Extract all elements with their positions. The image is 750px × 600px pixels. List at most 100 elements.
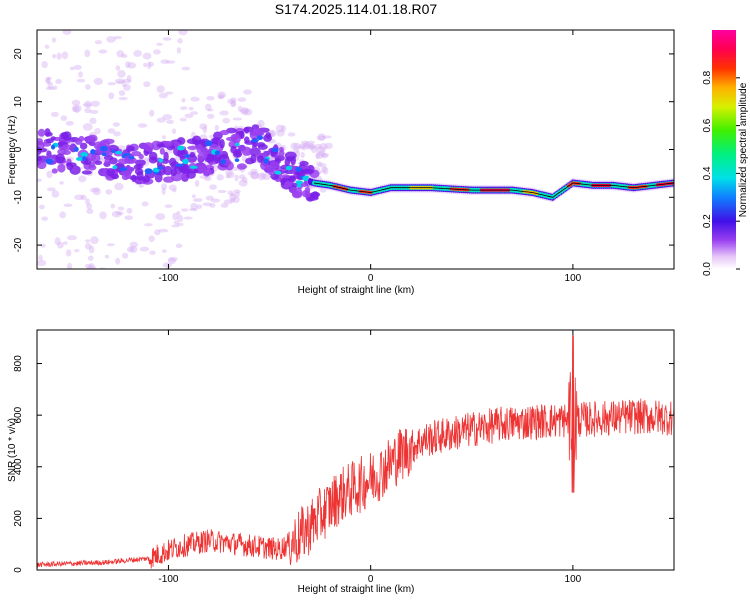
signal-blob [202, 147, 209, 157]
noise-blob [41, 216, 49, 221]
y-tick-label: 10 [13, 96, 24, 108]
noise-blob [257, 172, 267, 181]
noise-blob [160, 59, 170, 64]
snr-panel: 0 200 400 600 800 -100 0 100 SNR (10 * v/v) He… [7, 329, 675, 595]
signal-blob [50, 136, 56, 141]
noise-blob [243, 108, 253, 116]
signal-peak [189, 165, 198, 169]
noise-blob [86, 208, 94, 214]
noise-blob [141, 201, 149, 207]
signal-peak [76, 156, 84, 161]
noise-blob [243, 89, 252, 95]
signal-peak [157, 166, 164, 170]
noise-blob [113, 131, 121, 137]
noise-blob [193, 198, 198, 202]
noise-blob [318, 150, 326, 157]
noise-blob [171, 188, 177, 193]
colorbar-tick-label: 0.6 [702, 118, 713, 132]
ridge-line [313, 182, 674, 198]
noise-blob [141, 157, 151, 161]
noise-blob [154, 229, 161, 236]
noise-blob [118, 90, 126, 96]
signal-blob [81, 170, 93, 175]
noise-blob [114, 78, 125, 84]
signal-peak [271, 147, 279, 153]
signal-peak [205, 140, 213, 147]
noise-blob [306, 143, 316, 149]
noise-blob [85, 239, 90, 243]
signal-blob [69, 165, 81, 175]
noise-blob [78, 71, 83, 78]
noise-blob [171, 224, 180, 228]
noise-blob [171, 128, 177, 135]
y-tick-label: 0 [13, 567, 24, 573]
noise-blob [106, 243, 115, 247]
noise-blob [107, 82, 116, 86]
y-tick-label: 0 [13, 146, 24, 152]
noise-blob [247, 171, 257, 175]
signal-peak [295, 166, 302, 172]
signal-blob [142, 175, 151, 183]
signal-blob [281, 174, 291, 179]
noise-blob [40, 243, 46, 248]
signal-peak [90, 148, 96, 155]
noise-blob [240, 107, 250, 116]
signal-blob [299, 160, 309, 167]
noise-blob [84, 107, 92, 114]
signal-blob [291, 187, 303, 198]
signal-peak [220, 159, 226, 165]
signal-blob [241, 146, 252, 156]
signal-blob [300, 182, 308, 187]
noise-blob [38, 254, 43, 261]
signal-blob [131, 150, 142, 157]
signal-blob [269, 161, 280, 170]
signal-blob [180, 164, 190, 174]
noise-blob [232, 117, 243, 121]
signal-peak [296, 183, 302, 188]
noise-blob [178, 30, 188, 36]
noise-blob [87, 255, 94, 261]
noise-blob [62, 30, 72, 35]
noise-blob [37, 259, 47, 267]
signal-blob [138, 153, 144, 160]
noise-blob [189, 208, 199, 212]
noise-blob [232, 196, 240, 203]
noise-blob [318, 163, 327, 168]
noise-blob [307, 145, 317, 150]
noise-blob [322, 166, 329, 175]
noise-blob [316, 135, 326, 141]
noise-blob [230, 100, 237, 108]
signal-blob [94, 160, 103, 165]
signal-blob [230, 133, 238, 142]
noise-blob [315, 152, 320, 160]
noise-blob [51, 37, 57, 43]
signal-peak [251, 139, 259, 143]
noise-blob [311, 146, 318, 154]
colorbar-tick-label: 0.2 [702, 214, 713, 228]
signal-peak [144, 168, 153, 175]
signal-blob [168, 157, 177, 167]
noise-blob [155, 213, 166, 221]
noise-blob [137, 123, 148, 128]
spectrogram-ylabel: Frequency (Hz) [7, 116, 18, 185]
noise-blob [176, 47, 182, 54]
noise-blob [85, 198, 90, 206]
noise-blob [177, 214, 184, 223]
noise-blob [235, 191, 240, 198]
noise-blob [148, 61, 154, 67]
noise-blob [181, 66, 191, 71]
noise-blob [217, 95, 223, 100]
snr-ylabel: SNR (10 * v/v) [7, 418, 18, 482]
noise-blob [82, 103, 92, 107]
noise-blob [161, 249, 167, 253]
signal-blob [250, 154, 257, 164]
spectrogram-xlabel: Height of straight line (km) [298, 285, 415, 296]
noise-blob [179, 117, 187, 122]
signal-blob [37, 140, 44, 146]
noise-blob [54, 237, 61, 246]
x-tick-label: 100 [565, 574, 582, 585]
noise-blob [142, 52, 152, 60]
noise-blob [74, 194, 84, 201]
noise-blob [67, 235, 78, 241]
